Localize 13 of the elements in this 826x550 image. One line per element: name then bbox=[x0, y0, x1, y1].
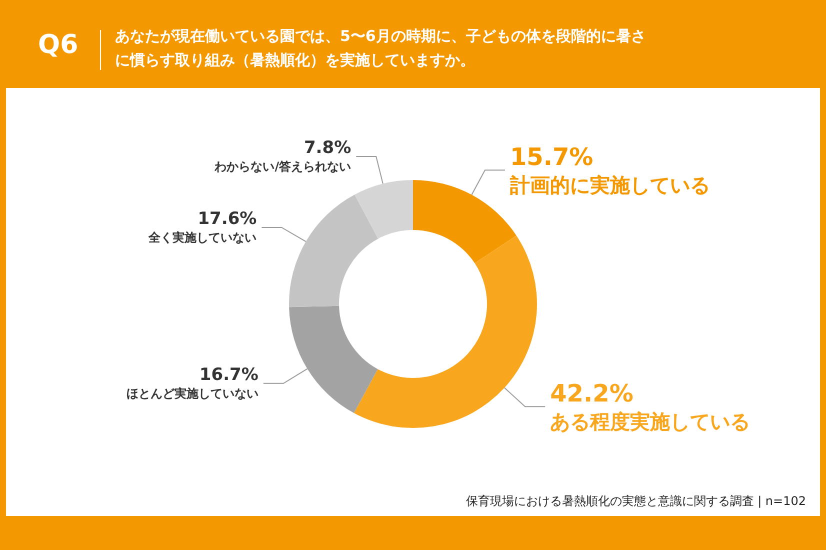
chart-subtitle: あなたが現在働いている園では、5〜6月の時期に、子どもの体を段階的に暑さに慣らす取り組み（暑熱順化）を実施していますか。 bbox=[115, 26, 647, 71]
chart-title: Q6 bbox=[38, 30, 78, 60]
data-label: 17.6% bbox=[198, 208, 257, 229]
slice-label: ある程度実施している bbox=[550, 410, 750, 434]
slice-label: 計画的に実施している bbox=[508, 173, 710, 198]
data-label: 42.2% bbox=[550, 380, 634, 408]
data-label: 15.7% bbox=[510, 143, 594, 172]
slice-label: わからない/答えられない bbox=[214, 160, 352, 174]
data-label: 16.7% bbox=[199, 364, 258, 385]
data-label: 7.8% bbox=[304, 138, 352, 158]
slice-label: ほとんど実施していない bbox=[126, 386, 258, 400]
text: 保育現場における暑熱順化の実態と意識に関する調査 | n=102 bbox=[466, 493, 806, 510]
slice-label: 全く実施していない bbox=[148, 230, 257, 244]
